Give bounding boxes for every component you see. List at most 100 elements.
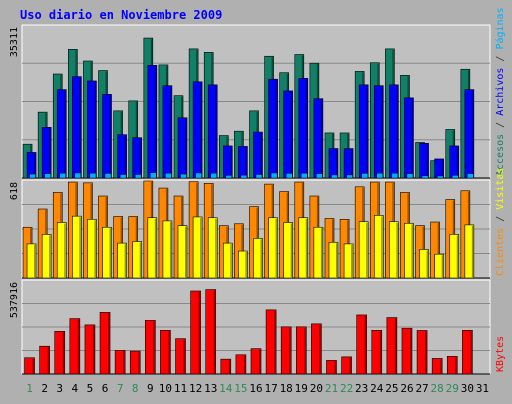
bar-shade [289,327,291,374]
bar-kbytes [24,357,35,375]
bar-shade [34,244,36,278]
x-tick-label: 4 [72,382,79,395]
bar-paginas [421,175,429,179]
bar-kbytes [295,326,307,375]
bar-shade [335,243,338,278]
x-tick-label: 8 [132,382,139,395]
bar-visitas [162,220,173,279]
bar-shade [441,255,444,278]
legend-entry: / [495,216,506,228]
bar-visitas [72,215,82,279]
x-tick-label: 2 [41,382,48,395]
bar-shade [290,91,293,178]
bar-visitas [26,243,37,279]
bar-shade [183,339,186,374]
bar-kbytes [235,354,247,375]
bar-visitas [177,225,188,279]
bar-shade [169,221,172,278]
bar-kbytes [431,358,443,375]
x-tick-label: 24 [370,382,384,395]
bar-shade [456,235,459,278]
x-tick-label: 27 [415,382,428,395]
bar-shade [366,222,368,278]
bar-shade [437,223,440,278]
bar-kbytes [250,348,262,375]
bar-shade [305,79,308,178]
bar-visitas [41,234,52,279]
bar-paginas [467,173,474,179]
x-tick-label: 31 [476,382,489,395]
bar-shade [394,318,397,374]
bar-shade [77,319,80,374]
x-tick-label: 28 [431,382,444,395]
bar-paginas [29,173,36,179]
bar-paginas [150,172,157,179]
x-tick-label: 3 [56,382,63,395]
bar-kbytes [265,309,277,375]
bar-shade [108,313,110,374]
bar-shade [364,315,367,374]
bar-shade [335,149,338,178]
bar-paginas [391,173,399,179]
bar-shade [169,86,172,178]
legend-visitas-clientes: Clientes / Visitas [495,168,506,276]
x-tick-label: 26 [400,382,413,395]
x-tick-label: 15 [234,382,247,395]
bar-kbytes [190,290,201,375]
x-tick-label: 12 [189,382,202,395]
bar-shade [260,239,262,278]
bar-shade [471,225,474,278]
bar-shade [94,220,96,278]
bar-kbytes [341,356,352,375]
bar-shade [230,244,232,278]
bar-kbytes [39,345,50,375]
bar-visitas [117,242,127,279]
bar-shade [441,159,444,178]
bar-visitas [102,226,112,279]
x-tick-label: 11 [174,382,187,395]
bar-paginas [376,173,383,179]
bar-shade [425,331,427,374]
x-tick-label: 19 [295,382,308,395]
bar-shade [109,228,112,278]
bar-shade [153,321,155,374]
x-tick-label: 29 [446,382,459,395]
legend-entry: / [495,122,506,134]
bar-shade [215,85,217,178]
x-tick-label: 20 [310,382,323,395]
y-max-label: 35311 [9,27,20,57]
y-max-label: 618 [9,182,20,200]
bar-kbytes [326,360,337,375]
x-tick-label: 6 [102,382,109,395]
legend-kbytes: KBytes [495,336,506,372]
bar-shade [275,218,278,278]
bar-shade [230,146,232,178]
bar-shade [94,81,96,178]
bar-paginas [180,173,187,179]
bar-shade [245,147,247,178]
bar-shade [274,310,276,374]
x-tick-label: 18 [280,382,293,395]
bar-shade [334,361,336,374]
bar-shade [185,118,187,178]
bar-paginas [285,173,293,179]
bar-shade [456,146,459,178]
bar-paginas [240,174,248,179]
bar-paginas [119,174,127,179]
bar-visitas [449,234,460,279]
bar-shade [109,95,112,178]
bar-paginas [346,174,353,179]
x-tick-label: 25 [385,382,398,395]
bar-shade [381,86,383,178]
bar-kbytes [160,330,171,375]
bar-paginas [301,173,308,179]
bar-shade [79,217,81,278]
bar-visitas [238,250,248,279]
bar-visitas [207,217,218,279]
bar-shade [124,244,127,278]
bar-kbytes [145,320,156,375]
legend-entry: Archivos [495,68,506,122]
bar-shade [185,226,187,278]
